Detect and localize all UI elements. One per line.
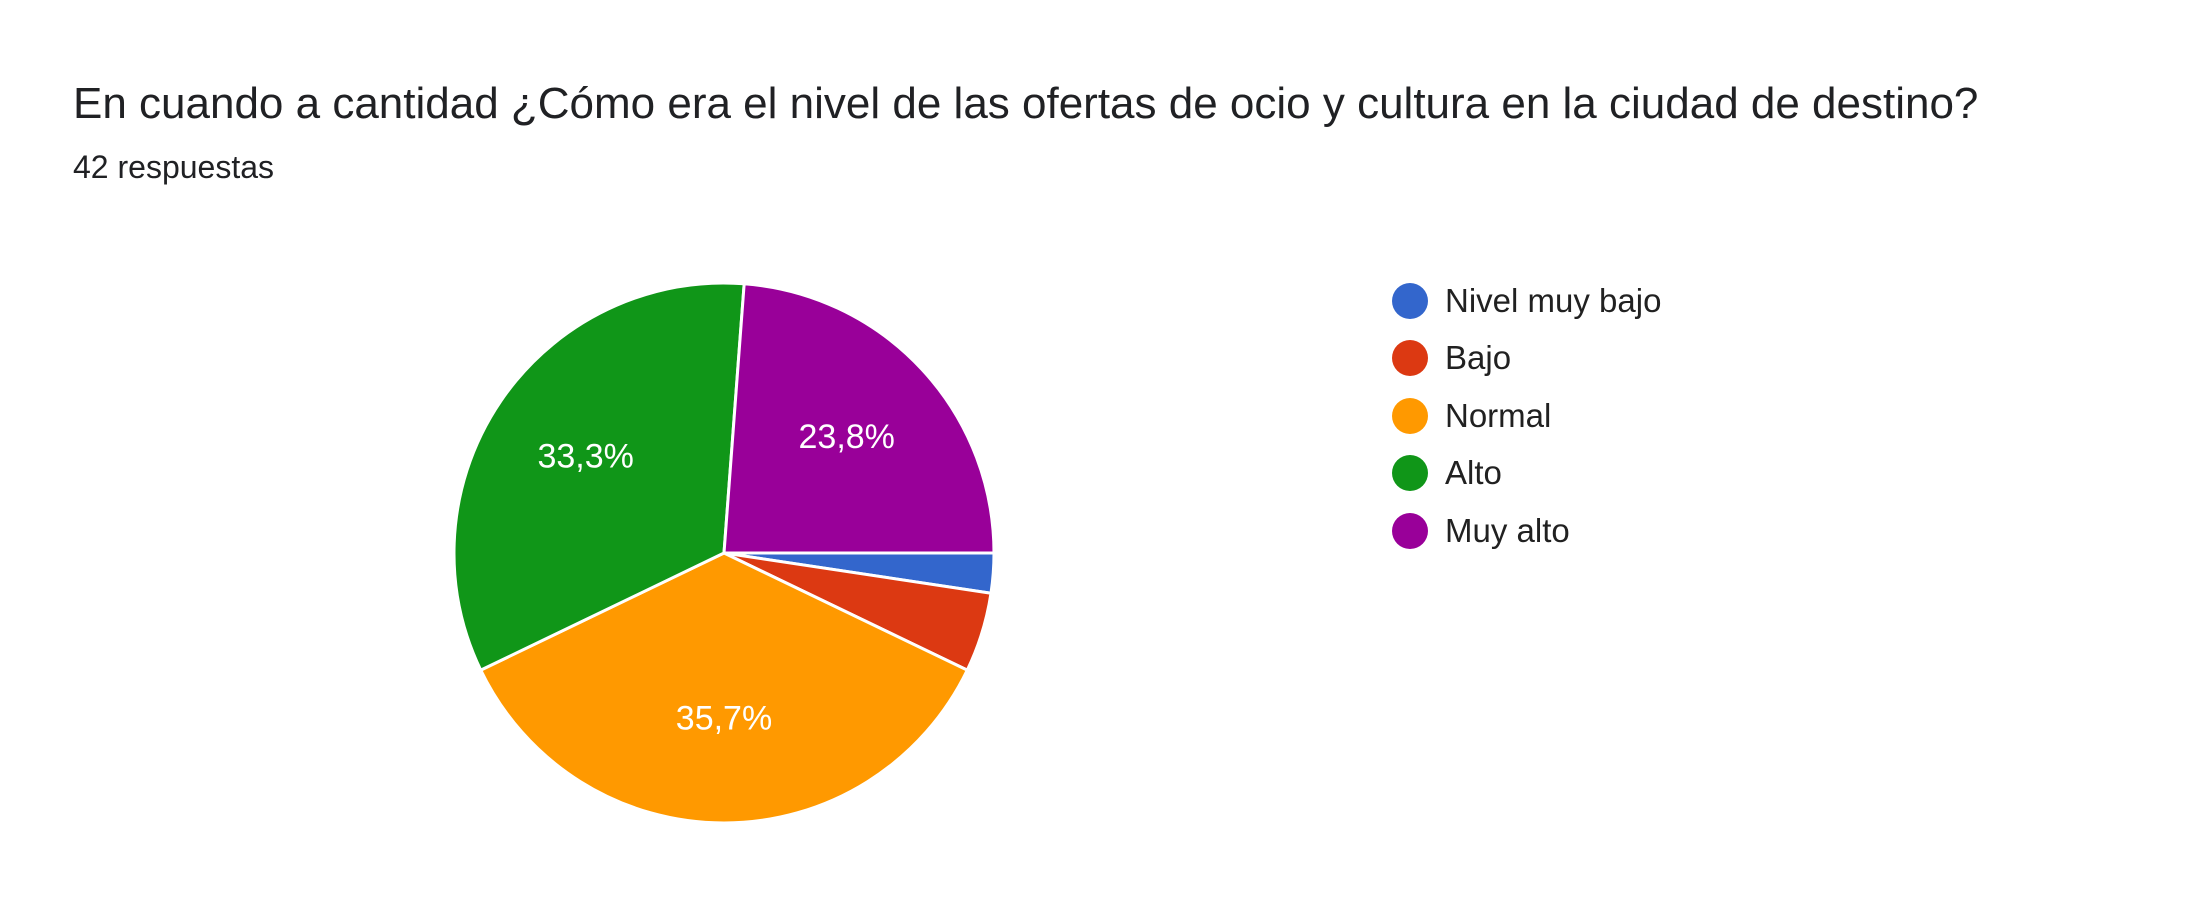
legend-item: Nivel muy bajo	[1392, 272, 1661, 330]
chart-legend: Nivel muy bajo Bajo Normal Alto Muy alto	[1392, 272, 1661, 560]
pie-slices	[452, 281, 996, 825]
pie-slice-label: 35,7%	[676, 699, 772, 737]
legend-label: Bajo	[1445, 339, 1512, 377]
legend-label: Nivel muy bajo	[1445, 281, 1662, 319]
legend-item: Normal	[1392, 387, 1661, 445]
legend-item: Bajo	[1392, 330, 1661, 388]
legend-item: Alto	[1392, 445, 1661, 503]
legend-swatch-icon	[1392, 397, 1428, 434]
chart-title: En cuando a cantidad ¿Cómo era el nivel …	[73, 79, 1979, 128]
legend-swatch-icon	[1392, 455, 1428, 492]
legend-swatch-icon	[1392, 340, 1428, 377]
legend-item: Muy alto	[1392, 502, 1661, 560]
pie-slice-label: 33,3%	[537, 438, 633, 476]
legend-swatch-icon	[1392, 512, 1428, 549]
pie-slice-alto	[452, 281, 746, 672]
legend-swatch-icon	[1392, 282, 1428, 319]
legend-label: Alto	[1445, 454, 1502, 492]
legend-label: Muy alto	[1445, 511, 1570, 549]
response-count: 42 respuestas	[73, 149, 275, 185]
pie-slice-normal	[479, 551, 969, 825]
pie-slice-muy-alto	[722, 282, 996, 555]
legend-label: Normal	[1445, 396, 1552, 434]
pie-slice-labels: 35,7% 33,3% 23,8%	[537, 418, 894, 737]
pie-slice-label: 23,8%	[799, 418, 895, 456]
